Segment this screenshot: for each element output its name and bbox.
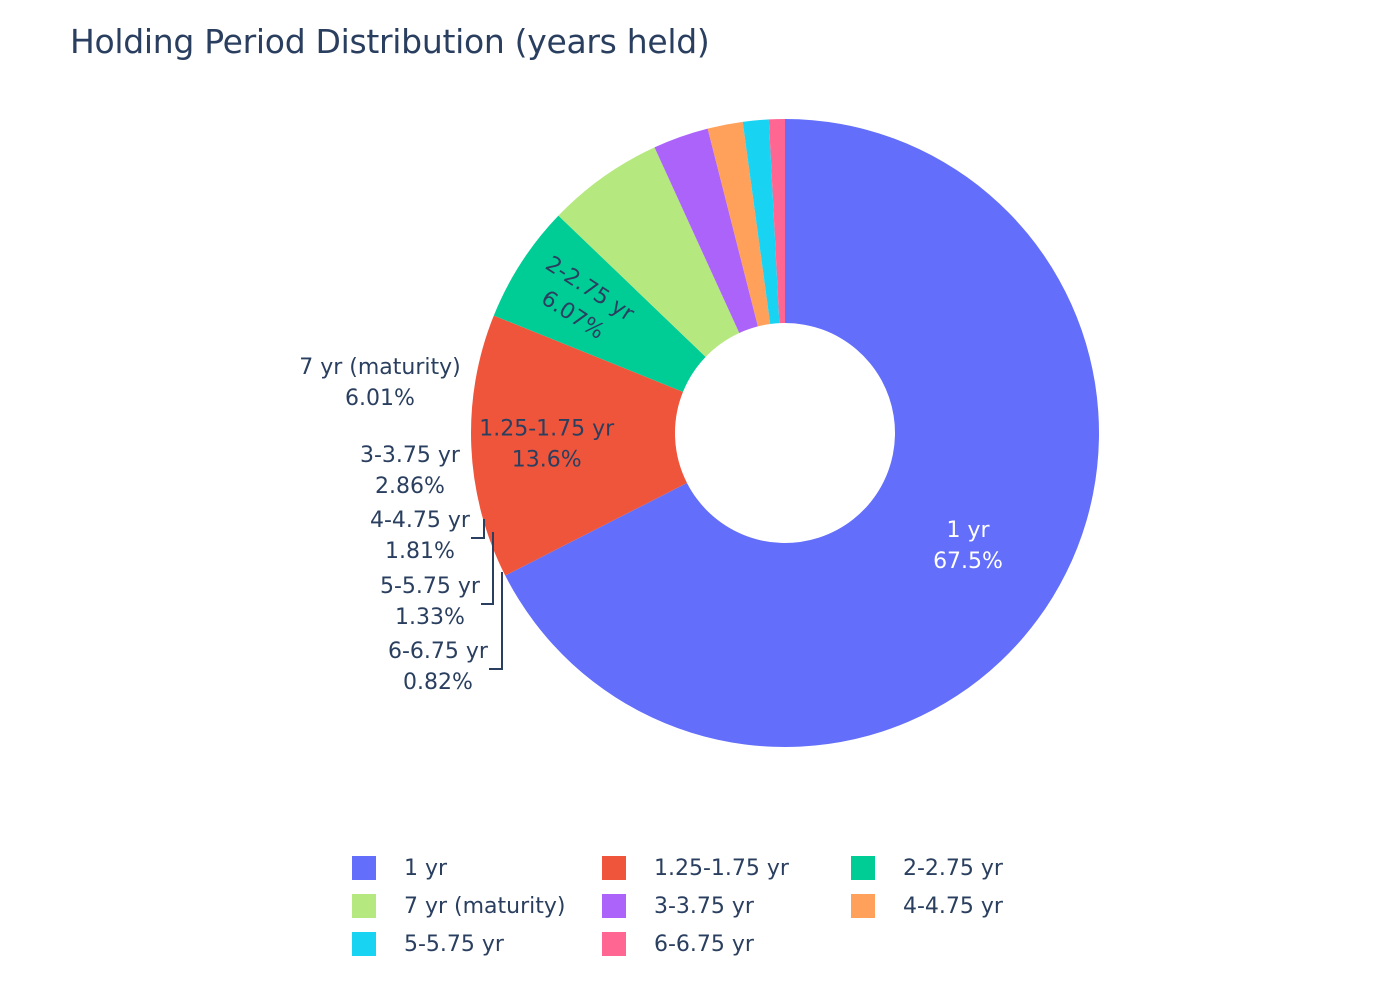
legend-item-6-6-75-yr[interactable]: 6-6.75 yr <box>602 928 851 960</box>
leader-line-5-5-75-yr <box>481 532 494 605</box>
slice-label-percent: 6.01% <box>345 386 415 411</box>
slice-label-1-25-1-75-yr: 1.25-1.75 yr 13.6% <box>479 416 615 472</box>
chart-title: Holding Period Distribution (years held) <box>70 22 710 61</box>
legend-label: 6-6.75 yr <box>654 931 754 957</box>
legend-label: 2-2.75 yr <box>903 855 1003 881</box>
leader-line-6-6-75-yr <box>489 572 503 670</box>
slice-label-name: 3-3.75 yr <box>360 443 461 468</box>
slice-label-3-3-75-yr: 3-3.75 yr 2.86% <box>360 443 461 499</box>
slice-label-percent: 13.6% <box>512 447 582 472</box>
slice-3-3-75-yr[interactable] <box>654 128 758 333</box>
slice-label-name: 7 yr (maturity) <box>299 355 461 380</box>
slice-label-4-4-75-yr: 4-4.75 yr 1.81% <box>370 508 471 564</box>
slice-1-yr[interactable] <box>505 119 1099 747</box>
legend-swatch <box>851 894 875 918</box>
legend-swatch <box>352 856 376 880</box>
legend-label: 5-5.75 yr <box>404 931 504 957</box>
slice-label-7-yr-maturity: 7 yr (maturity) 6.01% <box>299 355 461 411</box>
legend-item-1-25-1-75-yr[interactable]: 1.25-1.75 yr <box>602 852 851 884</box>
legend-swatch <box>851 856 875 880</box>
slice-label-name: 1 yr <box>946 518 990 543</box>
legend-label: 7 yr (maturity) <box>404 893 566 919</box>
legend-swatch <box>352 932 376 956</box>
slice-label-name: 1.25-1.75 yr <box>479 416 615 441</box>
legend-item-3-3-75-yr[interactable]: 3-3.75 yr <box>602 890 851 922</box>
slice-label-percent: 67.5% <box>933 549 1003 574</box>
legend-label: 4-4.75 yr <box>903 893 1003 919</box>
leader-line-4-4-75-yr <box>471 519 485 539</box>
slice-4-4-75-yr[interactable] <box>707 121 771 327</box>
legend-swatch <box>602 856 626 880</box>
legend-label: 1 yr <box>404 855 448 881</box>
slice-label-name: 5-5.75 yr <box>380 574 481 599</box>
legend-swatch <box>602 932 626 956</box>
slice-label-percent: 1.33% <box>395 605 465 630</box>
slice-label-percent: 2.86% <box>375 474 445 499</box>
slice-label-6-6-75-yr: 6-6.75 yr 0.82% <box>388 639 489 695</box>
slice-5-5-75-yr[interactable] <box>742 119 780 325</box>
slice-label-percent: 1.81% <box>385 539 455 564</box>
legend-label: 3-3.75 yr <box>654 893 754 919</box>
legend-item-4-4-75-yr[interactable]: 4-4.75 yr <box>851 890 1071 922</box>
slice-7-yr-maturity[interactable] <box>558 147 740 357</box>
legend-label: 1.25-1.75 yr <box>654 855 789 881</box>
slice-label-name: 4-4.75 yr <box>370 508 471 533</box>
slice-label-percent: 0.82% <box>403 670 473 695</box>
slice-label-name: 6-6.75 yr <box>388 639 489 664</box>
slice-1-25-1-75-yr[interactable] <box>470 315 687 576</box>
chart-legend: 1 yr 1.25-1.75 yr 2-2.75 yr 7 yr (maturity)… <box>352 852 1072 960</box>
legend-item-5-5-75-yr[interactable]: 5-5.75 yr <box>352 928 602 960</box>
legend-swatch <box>602 894 626 918</box>
legend-item-7-yr-maturity[interactable]: 7 yr (maturity) <box>352 890 602 922</box>
legend-item-2-2-75-yr[interactable]: 2-2.75 yr <box>851 852 1071 884</box>
slice-2-2-75-yr[interactable] <box>493 215 706 392</box>
slice-label-5-5-75-yr: 5-5.75 yr 1.33% <box>380 574 481 630</box>
legend-swatch <box>352 894 376 918</box>
slice-label-1-yr: 1 yr 67.5% <box>933 518 1003 574</box>
legend-item-1-yr[interactable]: 1 yr <box>352 852 602 884</box>
slice-6-6-75-yr[interactable] <box>768 119 785 324</box>
